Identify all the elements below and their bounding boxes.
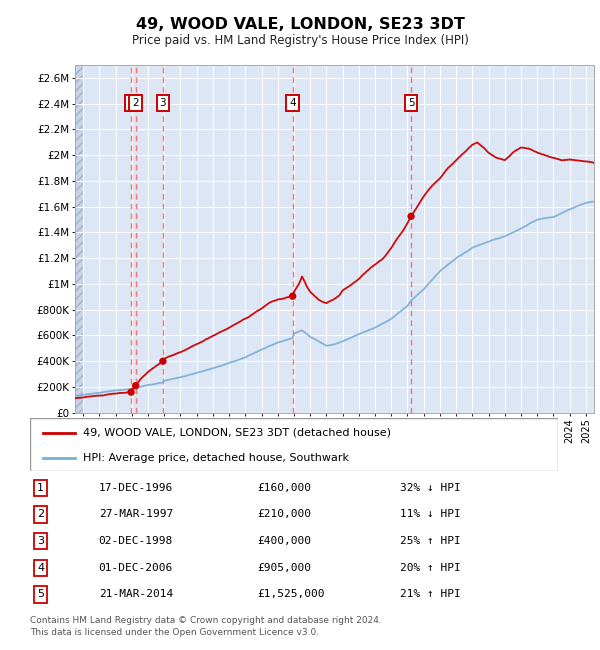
Text: £400,000: £400,000: [257, 536, 311, 546]
Text: 25% ↑ HPI: 25% ↑ HPI: [400, 536, 460, 546]
Text: 21-MAR-2014: 21-MAR-2014: [98, 590, 173, 599]
Point: [131, 380, 140, 391]
Text: 2: 2: [37, 510, 44, 519]
Text: 5: 5: [408, 98, 415, 109]
Text: 1: 1: [128, 98, 134, 109]
Text: 1: 1: [37, 483, 44, 493]
Text: £905,000: £905,000: [257, 563, 311, 573]
Point: [406, 211, 416, 222]
Text: 5: 5: [37, 590, 44, 599]
Text: 20% ↑ HPI: 20% ↑ HPI: [400, 563, 460, 573]
Text: 49, WOOD VALE, LONDON, SE23 3DT (detached house): 49, WOOD VALE, LONDON, SE23 3DT (detache…: [83, 428, 391, 438]
Point: [158, 356, 168, 367]
FancyBboxPatch shape: [30, 418, 558, 471]
Text: HPI: Average price, detached house, Southwark: HPI: Average price, detached house, Sout…: [83, 453, 349, 463]
Point: [288, 291, 298, 302]
Text: 21% ↑ HPI: 21% ↑ HPI: [400, 590, 460, 599]
Text: Contains HM Land Registry data © Crown copyright and database right 2024.
This d: Contains HM Land Registry data © Crown c…: [30, 616, 382, 637]
Point: [127, 387, 136, 397]
Text: £1,525,000: £1,525,000: [257, 590, 325, 599]
Text: Price paid vs. HM Land Registry's House Price Index (HPI): Price paid vs. HM Land Registry's House …: [131, 34, 469, 47]
Text: 4: 4: [289, 98, 296, 109]
Text: 49, WOOD VALE, LONDON, SE23 3DT: 49, WOOD VALE, LONDON, SE23 3DT: [136, 17, 464, 32]
Text: 17-DEC-1996: 17-DEC-1996: [98, 483, 173, 493]
Text: 11% ↓ HPI: 11% ↓ HPI: [400, 510, 460, 519]
Text: £160,000: £160,000: [257, 483, 311, 493]
Text: 3: 3: [37, 536, 44, 546]
Text: 32% ↓ HPI: 32% ↓ HPI: [400, 483, 460, 493]
Text: 2: 2: [133, 98, 139, 109]
Text: 4: 4: [37, 563, 44, 573]
Text: 01-DEC-2006: 01-DEC-2006: [98, 563, 173, 573]
Text: 27-MAR-1997: 27-MAR-1997: [98, 510, 173, 519]
Text: 02-DEC-1998: 02-DEC-1998: [98, 536, 173, 546]
Text: 3: 3: [160, 98, 166, 109]
Bar: [75, 65, 83, 413]
Text: £210,000: £210,000: [257, 510, 311, 519]
